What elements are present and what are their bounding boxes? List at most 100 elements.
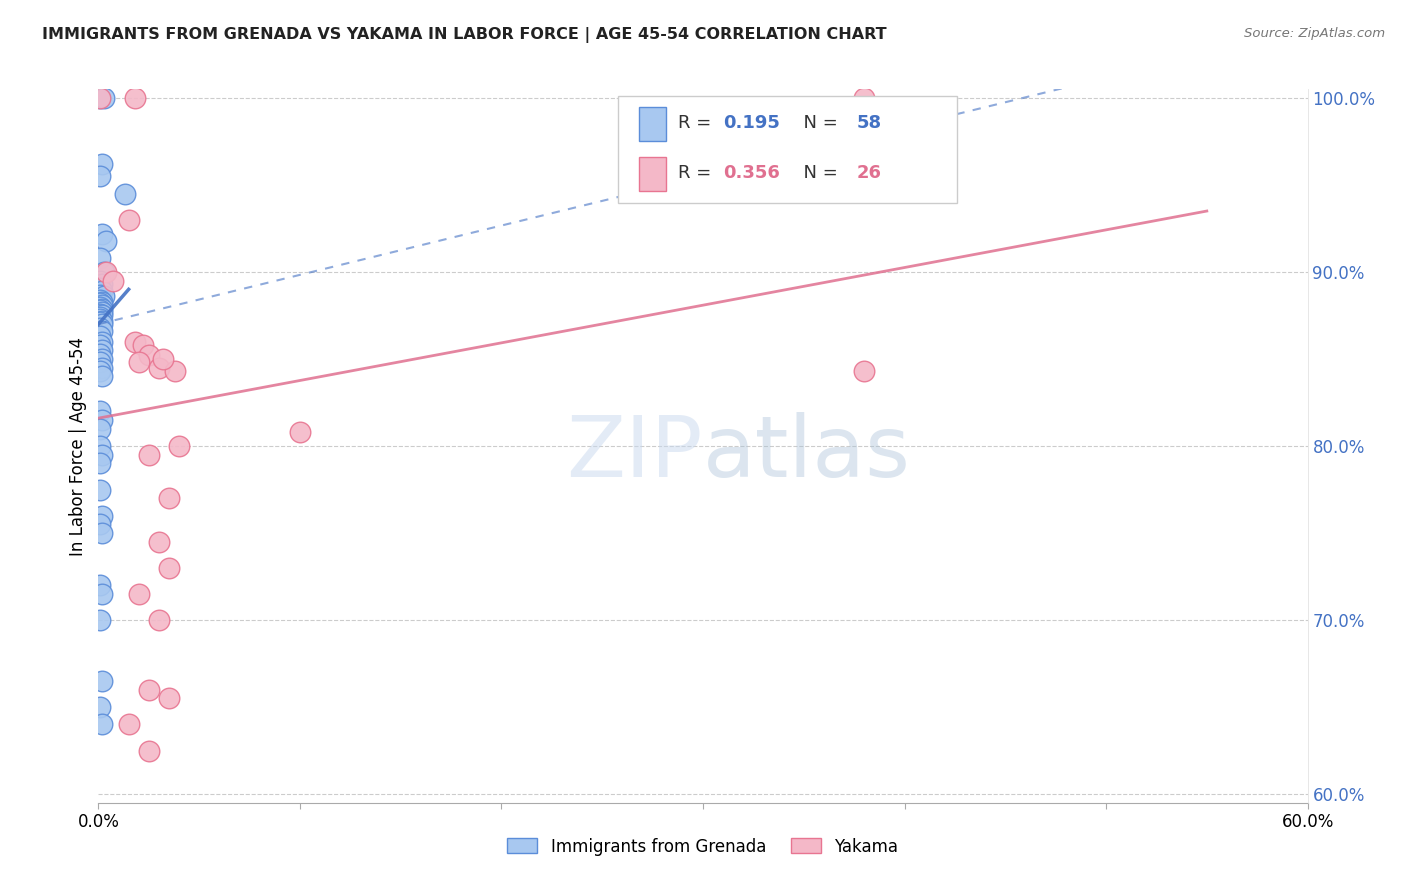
Point — [89, 483, 111, 497]
Point — [89, 578, 111, 592]
Point — [167, 439, 190, 453]
Point — [89, 91, 111, 105]
Point — [89, 274, 111, 288]
Point — [89, 421, 111, 435]
Point — [93, 289, 115, 303]
Point — [128, 355, 150, 369]
Point — [138, 743, 160, 757]
Point — [96, 265, 118, 279]
Text: atlas: atlas — [703, 411, 911, 495]
Point — [91, 369, 114, 384]
Point — [152, 351, 174, 366]
Point — [96, 234, 118, 248]
Point — [89, 457, 111, 471]
Text: 58: 58 — [856, 114, 882, 132]
Point — [91, 673, 114, 688]
Point — [89, 307, 111, 321]
Point — [89, 287, 111, 301]
Bar — [638, 107, 665, 141]
Point — [128, 587, 150, 601]
Bar — [638, 157, 665, 191]
Point — [157, 491, 180, 506]
Point — [91, 314, 114, 328]
Point — [89, 700, 111, 714]
Y-axis label: In Labor Force | Age 45-54: In Labor Force | Age 45-54 — [69, 336, 87, 556]
Text: 26: 26 — [856, 164, 882, 182]
Point — [89, 312, 111, 326]
Legend: Immigrants from Grenada, Yakama: Immigrants from Grenada, Yakama — [501, 831, 905, 863]
Point — [89, 404, 111, 418]
Point — [138, 682, 160, 697]
Point — [89, 320, 111, 334]
Point — [89, 315, 111, 329]
Point — [138, 448, 160, 462]
Point — [91, 717, 114, 731]
Point — [91, 351, 114, 366]
Point — [89, 91, 111, 105]
Point — [124, 334, 146, 349]
Text: 0.195: 0.195 — [724, 114, 780, 132]
Point — [118, 212, 141, 227]
Point — [89, 296, 111, 310]
Point — [91, 284, 114, 298]
Point — [89, 251, 111, 265]
Point — [89, 329, 111, 343]
Text: R =: R = — [678, 164, 717, 182]
Point — [91, 324, 114, 338]
Point — [89, 355, 111, 369]
Text: R =: R = — [678, 114, 717, 132]
Point — [91, 508, 114, 523]
Text: Source: ZipAtlas.com: Source: ZipAtlas.com — [1244, 27, 1385, 40]
Point — [138, 349, 160, 363]
Text: N =: N = — [793, 164, 844, 182]
Point — [89, 169, 111, 184]
Text: IMMIGRANTS FROM GRENADA VS YAKAMA IN LABOR FORCE | AGE 45-54 CORRELATION CHART: IMMIGRANTS FROM GRENADA VS YAKAMA IN LAB… — [42, 27, 887, 43]
Point — [91, 277, 114, 292]
Point — [91, 298, 114, 312]
Point — [89, 280, 111, 294]
Point — [89, 364, 111, 378]
Point — [91, 305, 114, 319]
Point — [91, 309, 114, 323]
Point — [853, 364, 876, 378]
Point — [124, 91, 146, 105]
Point — [288, 425, 311, 439]
Point — [89, 338, 111, 352]
Point — [114, 186, 136, 201]
Point — [91, 317, 114, 331]
Point — [93, 265, 115, 279]
Point — [148, 613, 170, 627]
Text: N =: N = — [793, 114, 844, 132]
Point — [89, 300, 111, 314]
Point — [91, 448, 114, 462]
Point — [91, 227, 114, 241]
Point — [91, 334, 114, 349]
Point — [148, 534, 170, 549]
Point — [91, 413, 114, 427]
Point — [89, 613, 111, 627]
Point — [91, 360, 114, 375]
Point — [91, 301, 114, 316]
Point — [118, 717, 141, 731]
Point — [89, 517, 111, 532]
Text: 0.356: 0.356 — [724, 164, 780, 182]
Point — [93, 91, 115, 105]
Text: ZIP: ZIP — [567, 411, 703, 495]
Point — [157, 561, 180, 575]
Point — [89, 347, 111, 361]
Point — [89, 310, 111, 325]
Point — [91, 587, 114, 601]
Point — [89, 303, 111, 318]
Point — [91, 157, 114, 171]
FancyBboxPatch shape — [619, 96, 957, 203]
Point — [157, 691, 180, 706]
Point — [101, 274, 124, 288]
Point — [132, 338, 155, 352]
Point — [91, 526, 114, 541]
Point — [91, 294, 114, 309]
Point — [148, 360, 170, 375]
Point — [89, 293, 111, 307]
Point — [89, 439, 111, 453]
Point — [91, 343, 114, 358]
Point — [163, 364, 186, 378]
